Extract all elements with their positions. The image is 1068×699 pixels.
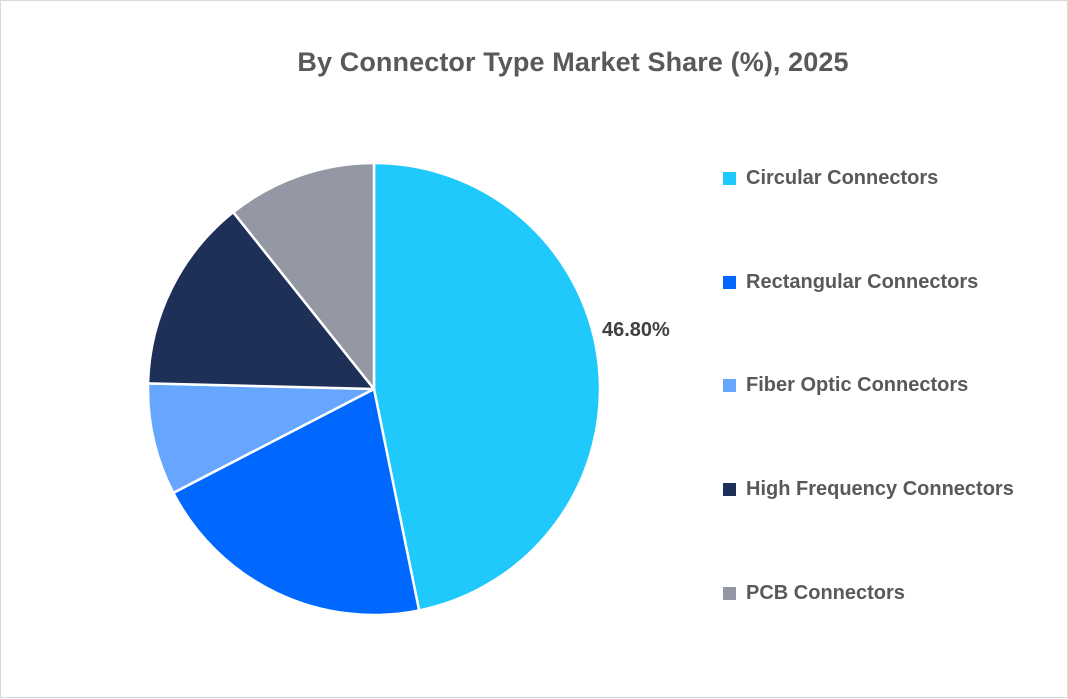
legend-label: Rectangular Connectors (746, 271, 979, 293)
pie-slice-circular-connectors (372, 161, 602, 612)
legend-swatch-icon (723, 587, 736, 600)
pie-slice-high-frequency-connectors (146, 210, 376, 391)
legend-swatch-icon (723, 483, 736, 496)
legend-swatch-icon (723, 276, 736, 289)
legend-label: Fiber Optic Connectors (746, 374, 969, 396)
legend-item-rectangular: Rectangular Connectors (723, 271, 978, 294)
legend-swatch-icon (723, 172, 736, 185)
legend-item-fiber-optic: Fiber Optic Connectors (723, 374, 968, 397)
pie-slice-pcb-connectors (232, 161, 376, 391)
pie-slice-rectangular-connectors (172, 387, 421, 617)
legend-item-pcb: PCB Connectors (723, 582, 905, 605)
data-label-circular: 46.80% (602, 319, 670, 341)
legend-label: Circular Connectors (746, 167, 939, 189)
legend-swatch-icon (723, 379, 736, 392)
chart-title: By Connector Type Market Share (%), 2025 (297, 47, 849, 77)
legend-label: PCB Connectors (746, 582, 905, 604)
legend-item-high-frequency: High Frequency Connectors (723, 478, 1014, 501)
legend-label: High Frequency Connectors (746, 478, 1014, 500)
legend-item-circular: Circular Connectors (723, 167, 938, 190)
pie-slice-fiber-optic-connectors (146, 382, 376, 495)
